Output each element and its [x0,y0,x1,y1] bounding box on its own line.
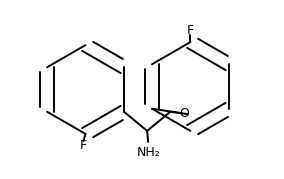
Text: F: F [80,139,87,151]
Text: F: F [187,25,194,37]
Text: NH₂: NH₂ [136,146,160,159]
Text: O: O [179,107,189,120]
